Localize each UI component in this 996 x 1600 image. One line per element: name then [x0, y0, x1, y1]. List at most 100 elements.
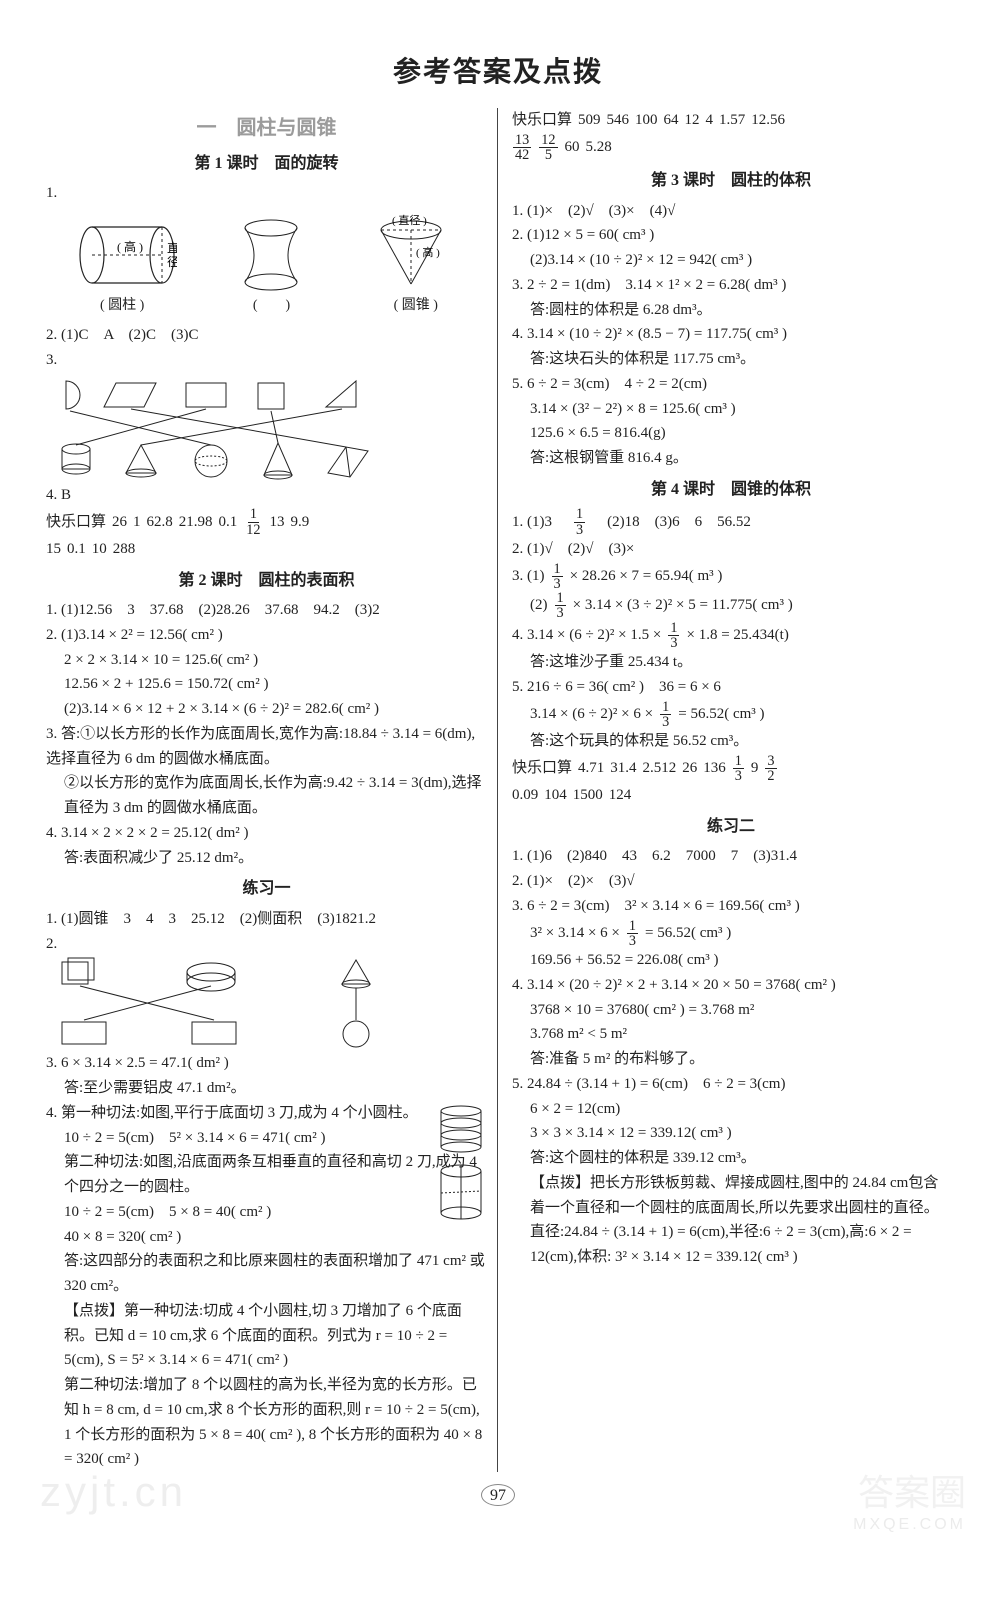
- l4q4-post: × 1.8 = 25.434(t): [686, 623, 788, 648]
- l4q5-post: = 56.52( cm³ ): [678, 702, 764, 727]
- l4-kl-label: 快乐口算: [512, 756, 572, 781]
- l2-q4-1: 4. 3.14 × 2 × 2 × 2 = 25.12( dm² ): [46, 821, 487, 846]
- l4q4-pre: 4. 3.14 × (6 ÷ 2)² × 1.5 ×: [512, 623, 661, 648]
- l2-q3-2: ②以长方形的宽作为底面周长,长作为高:9.42 ÷ 3.14 = 3(dm),选…: [46, 771, 487, 821]
- p2-q5-4: 答:这个圆柱的体积是 339.12 cm³。: [512, 1146, 950, 1171]
- left-column: 一 圆柱与圆锥 第 1 课时 面的旋转 1. ( 高 ): [40, 108, 498, 1472]
- l4kl2-v: 0.09: [512, 783, 538, 808]
- l4kl-v: 31.4: [610, 756, 636, 781]
- l2-q2-1: 2. (1)3.14 × 2² = 12.56( cm² ): [46, 623, 487, 648]
- kl-v: 288: [113, 537, 136, 562]
- l4q3-1-pre: 3. (1): [512, 564, 545, 589]
- cut-cylinder-icon: [431, 1103, 491, 1223]
- p1-q4-2: 10 ÷ 2 = 5(cm) 5² × 3.14 × 6 = 471( cm² …: [46, 1126, 487, 1151]
- rk-v: 509: [578, 108, 601, 133]
- l2-q2-3: 12.56 × 2 + 125.6 = 150.72( cm² ): [46, 672, 487, 697]
- svg-text:( 高 ): ( 高 ): [416, 245, 440, 259]
- l3-q2-2: (2)3.14 × (10 ÷ 2)² × 12 = 942( cm³ ): [512, 248, 950, 273]
- rk-v: 100: [635, 108, 658, 133]
- p2-q4-2: 3768 × 10 = 37680( cm² ) = 3.768 m²: [512, 998, 950, 1023]
- kl-v: 15: [46, 537, 61, 562]
- kuaile-row1: 快乐口算 26 1 62.8 21.98 0.1 112 13 9.9: [46, 507, 487, 537]
- matching2-icon: [46, 956, 426, 1051]
- l4-q1-rest: (2)18 (3)6 6 56.52: [592, 510, 751, 535]
- l4kl-v: 4.71: [578, 756, 604, 781]
- p2-q3-1: 3. 6 ÷ 2 = 3(cm) 3² × 3.14 × 6 = 169.56(…: [512, 894, 950, 919]
- l4kl-v: 26: [682, 756, 697, 781]
- practice2-title: 练习二: [512, 814, 950, 840]
- p1-q2-matching: [46, 956, 487, 1051]
- l4q4-frac: 13: [667, 621, 680, 651]
- rk-v: 546: [607, 108, 630, 133]
- l4-q2: 2. (1)√ (2)√ (3)×: [512, 537, 950, 562]
- fig-caption-3: ( 圆锥 ): [366, 294, 466, 317]
- p1-q4-5: 40 × 8 = 320( cm² ): [46, 1225, 487, 1250]
- p2-q5-3: 3 × 3 × 3.14 × 12 = 339.12( cm³ ): [512, 1121, 950, 1146]
- rk-v: 5.28: [586, 135, 612, 160]
- p2q3-post: = 56.52( cm³ ): [645, 921, 731, 946]
- l4kl2-v: 104: [544, 783, 567, 808]
- l4kl-v: 2.512: [643, 756, 677, 781]
- r-kuaile-row1: 快乐口算 509 546 100 64 12 4 1.57 12.56: [512, 108, 950, 133]
- l2-q2-4: (2)3.14 × 6 × 12 + 2 × 3.14 × (6 ÷ 2)² =…: [46, 697, 487, 722]
- hourglass-icon: [231, 216, 311, 294]
- l4-kuaile-row1: 快乐口算 4.71 31.4 2.512 26 136 13 9 32: [512, 754, 950, 784]
- l4-q5-3: 答:这个玩具的体积是 56.52 cm³。: [512, 729, 950, 754]
- l3-q3-2: 答:圆柱的体积是 6.28 dm³。: [512, 298, 950, 323]
- two-column-layout: 一 圆柱与圆锥 第 1 课时 面的旋转 1. ( 高 ): [40, 108, 956, 1472]
- q1-figures: ( 高 ) 直 径 ( 圆柱 ) ( ): [46, 212, 487, 317]
- kl-v: 21.98: [179, 510, 213, 535]
- l3-q3-1: 3. 2 ÷ 2 = 1(dm) 3.14 × 1² × 2 = 6.28( d…: [512, 273, 950, 298]
- p1-q4-8: 第二种切法:增加了 8 个以圆柱的高为长,半径为宽的长方形。已知 h = 8 c…: [46, 1373, 487, 1472]
- svg-text:( 直径 ): ( 直径 ): [392, 213, 427, 227]
- l4kl-v: 136: [703, 756, 726, 781]
- lesson3-title: 第 3 课时 圆柱的体积: [512, 168, 950, 194]
- lesson1-title: 第 1 课时 面的旋转: [46, 151, 487, 177]
- l4-q1-frac: 13: [573, 507, 586, 537]
- p1-q4-1: 4. 第一种切法:如图,平行于底面切 3 刀,成为 4 个小圆柱。: [46, 1101, 487, 1126]
- l4-q1-pre: 1. (1)3: [512, 510, 567, 535]
- l3-q5-1: 5. 6 ÷ 2 = 3(cm) 4 ÷ 2 = 2(cm): [512, 372, 950, 397]
- r-kuaile-label: 快乐口算: [512, 108, 572, 133]
- kl-frac: 112: [243, 507, 263, 537]
- watermark-3: MXQE.COM: [853, 1516, 966, 1534]
- cone-icon: ( 直径 ) ( 高 ): [366, 212, 466, 294]
- l3-q1: 1. (1)× (2)√ (3)× (4)√: [512, 199, 950, 224]
- l4q3-2-pre: (2): [530, 593, 548, 618]
- fig-caption-2: ( ): [231, 294, 311, 317]
- l4q3-1-post: × 28.26 × 7 = 65.94( m³ ): [570, 564, 723, 589]
- l4q3-1-frac: 13: [551, 562, 564, 592]
- kl-v: 9.9: [291, 510, 310, 535]
- lesson2-title: 第 2 课时 圆柱的表面积: [46, 568, 487, 594]
- kl-v: 26: [112, 510, 127, 535]
- kuaile-label: 快乐口算: [46, 510, 106, 535]
- q3-matching: [46, 373, 487, 483]
- q4-line: 4. B: [46, 483, 487, 508]
- svg-text:( 高 ): ( 高 ): [117, 239, 143, 254]
- q2-line: 2. (1)C A (2)C (3)C: [46, 323, 487, 348]
- l4-q5-1: 5. 216 ÷ 6 = 36( cm² ) 36 = 6 × 6: [512, 675, 950, 700]
- kl-v: 13: [270, 510, 285, 535]
- page-title: 参考答案及点拨: [40, 50, 956, 90]
- lesson4-title: 第 4 课时 圆锥的体积: [512, 477, 950, 503]
- rk-v: 12: [685, 108, 700, 133]
- q1-label: 1.: [46, 181, 57, 206]
- p1-q3-1: 3. 6 × 3.14 × 2.5 = 47.1( dm² ): [46, 1051, 487, 1076]
- kl-v: 0.1: [67, 537, 86, 562]
- p2-q1: 1. (1)6 (2)840 43 6.2 7000 7 (3)31.4: [512, 844, 950, 869]
- p2-q5-1: 5. 24.84 ÷ (3.14 + 1) = 6(cm) 6 ÷ 2 = 3(…: [512, 1072, 950, 1097]
- l4-q1: 1. (1)3 13 (2)18 (3)6 6 56.52: [512, 507, 950, 537]
- p2-q5-2: 6 × 2 = 12(cm): [512, 1097, 950, 1122]
- p2-q5-5: 【点拨】把长方形铁板剪裁、焊接成圆柱,图中的 24.84 cm包含着一个直径和一…: [512, 1171, 950, 1270]
- right-column: 快乐口算 509 546 100 64 12 4 1.57 12.56 1342…: [498, 108, 956, 1472]
- l2-q4-2: 答:表面积减少了 25.12 dm²。: [46, 846, 487, 871]
- practice1-title: 练习一: [46, 876, 487, 902]
- q3-label: 3.: [46, 348, 487, 373]
- kuaile-row2: 15 0.1 10 288: [46, 537, 487, 562]
- cylinder-icon: ( 高 ) 直 径: [67, 216, 177, 294]
- p1-q1: 1. (1)圆锥 3 4 3 25.12 (2)侧面积 (3)1821.2: [46, 907, 487, 932]
- p2q3-pre: 3² × 3.14 × 6 ×: [530, 921, 620, 946]
- l4q3-2-post: × 3.14 × (3 ÷ 2)² × 5 = 11.775( cm³ ): [573, 593, 793, 618]
- rk-v: 12.56: [751, 108, 785, 133]
- p1-q4-7: 【点拨】第一种切法:切成 4 个小圆柱,切 3 刀增加了 6 个底面积。已知 d…: [46, 1299, 487, 1373]
